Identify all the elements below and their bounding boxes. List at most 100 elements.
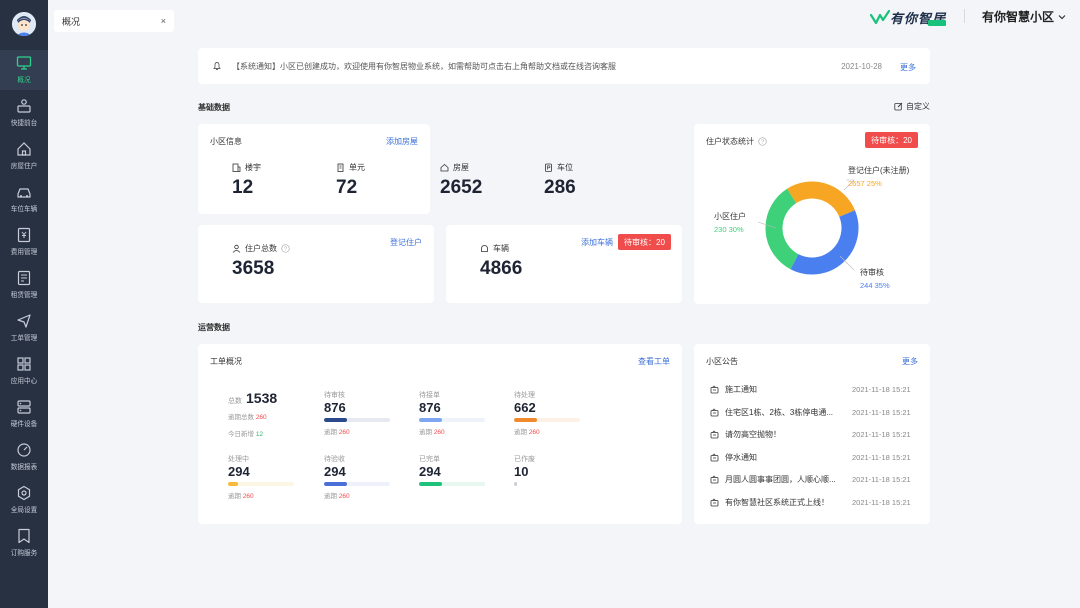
avatar[interactable]	[12, 12, 36, 36]
overdue-value: 260	[433, 429, 445, 436]
pending-review-badge[interactable]: 待审核：20	[865, 132, 918, 148]
donut-slice[interactable]	[790, 210, 859, 275]
sidebar: 概况 快捷前台 房屋住户 车位车辆 费用管理 租赁管理 工单管理 应用中心 硬件…	[0, 0, 48, 608]
customize-button[interactable]: 自定义	[894, 101, 930, 112]
announcement-icon	[710, 430, 719, 439]
stat-label: 车辆	[493, 244, 509, 253]
legend-value-residents: 230 30%	[714, 225, 744, 234]
sidebar-item-parking[interactable]: 车位车辆	[0, 179, 48, 219]
user-icon	[232, 244, 241, 253]
announcements-card: 小区公告 更多 施工通知 2021-11-18 15:21 住宅区1栋、2栋、3栋停…	[694, 344, 930, 524]
announcements-more-link[interactable]: 更多	[902, 357, 918, 366]
sidebar-item-label: 应用中心	[10, 378, 38, 385]
stat-label: 楼宇	[245, 163, 261, 172]
sidebar-item-apps[interactable]: 应用中心	[0, 351, 48, 391]
status-progress-fill	[419, 418, 443, 422]
announcement-time: 2021-11-18 15:21	[852, 385, 911, 394]
announcement-time: 2021-11-18 15:21	[852, 475, 911, 485]
announcement-item[interactable]: 请勿高空抛物！ 2021-11-18 15:21	[710, 429, 920, 440]
announcement-item[interactable]: 有你智慧社区系统正式上线！ 2021-11-18 15:21	[710, 497, 920, 508]
announcement-item[interactable]: 住宅区1栋、2栋、3栋停电通... 2021-11-18 15:21	[710, 407, 920, 418]
sidebar-item-workorders[interactable]: 工单管理	[0, 308, 48, 348]
status-progress-bar	[514, 418, 580, 422]
resident-status-donut	[757, 179, 859, 275]
overdue-value: 260	[255, 414, 267, 421]
add-house-link[interactable]: 添加房屋	[386, 137, 418, 146]
overdue-label: 逾期	[514, 429, 527, 436]
announcement-item[interactable]: 施工通知 2021-11-18 15:21	[710, 384, 920, 395]
announcement-item[interactable]: 月圆人圆事事团圆，人顺心顺... 2021-11-18 15:21	[710, 474, 920, 485]
close-icon[interactable]: ×	[160, 16, 166, 26]
work-orders-card: 工单概况 查看工单 总数 1538 逾期总数 260 今日新增 12 待审核 87…	[198, 344, 682, 524]
status-value: 294	[324, 464, 346, 479]
sidebar-item-houses[interactable]: 房屋住户	[0, 136, 48, 176]
sidebar-item-fees[interactable]: 费用管理	[0, 222, 48, 262]
view-work-orders-link[interactable]: 查看工单	[638, 357, 670, 366]
apps-icon	[17, 357, 31, 371]
sidebar-item-label: 订购服务	[10, 550, 38, 557]
parking-icon	[545, 163, 552, 172]
announcement-icon	[710, 498, 719, 507]
overdue-label: 逾期	[324, 429, 337, 436]
status-progress-bar	[419, 482, 485, 486]
legend-label-pending: 待审核	[860, 268, 884, 277]
status-overdue: 逾期 260	[228, 490, 294, 500]
work-order-status[interactable]: 待审核 876 逾期 260	[324, 390, 390, 436]
sidebar-item-subscription[interactable]: 订购服务	[0, 523, 48, 563]
sidebar-item-hardware[interactable]: 硬件设备	[0, 394, 48, 434]
status-progress-fill	[514, 418, 538, 422]
work-order-status[interactable]: 待处理 662 逾期 260	[514, 390, 580, 436]
status-overdue: 逾期 260	[514, 426, 580, 436]
svg-text:?: ?	[284, 247, 287, 253]
work-order-status[interactable]: 待接单 876 逾期 260	[419, 390, 485, 436]
sidebar-item-overview[interactable]: 概况	[0, 50, 48, 90]
stat-vehicles: 车辆 4866	[480, 243, 522, 280]
work-order-status[interactable]: 待验收 294 逾期 260	[324, 454, 390, 500]
announcement-time: 2021-11-18 15:21	[852, 452, 911, 462]
announcement-title: 停水通知	[725, 452, 757, 462]
stat-label: 单元	[349, 163, 365, 172]
card-title: 小区信息	[210, 137, 242, 146]
announcement-icon	[710, 453, 719, 462]
work-order-status[interactable]: 已作废 10	[514, 454, 580, 486]
pending-review-badge[interactable]: 待审核：20	[618, 234, 671, 250]
sidebar-item-reception[interactable]: 快捷前台	[0, 93, 48, 133]
stat-value: 3658	[232, 258, 275, 279]
announcement-title: 住宅区1栋、2栋、3栋停电通...	[725, 407, 834, 417]
sidebar-item-settings[interactable]: 全局设置	[0, 480, 48, 520]
work-order-status[interactable]: 处理中 294 逾期 260	[228, 454, 294, 500]
top-bar: 概况 × 有你智居 有你智慧小区	[48, 0, 1080, 42]
help-icon[interactable]: ?	[758, 137, 767, 146]
status-overdue: 逾期 260	[324, 426, 390, 436]
sidebar-item-reports[interactable]: 数据报表	[0, 437, 48, 477]
sidebar-item-label: 快捷前台	[10, 120, 38, 127]
tab-overview[interactable]: 概况 ×	[54, 10, 174, 32]
overdue-value: 260	[242, 493, 254, 500]
logo-badge	[928, 20, 946, 26]
register-resident-link[interactable]: 登记住户	[390, 238, 422, 247]
bell-icon	[213, 62, 221, 70]
leader-line	[843, 179, 855, 191]
stat-units: 单元 72	[336, 162, 365, 199]
stat-label: 房屋	[453, 163, 469, 172]
donut-slice[interactable]	[765, 188, 799, 270]
stat-label: 住户总数	[245, 244, 277, 253]
donut-slice[interactable]	[787, 181, 855, 218]
help-icon[interactable]: ?	[281, 244, 290, 253]
sidebar-item-lease[interactable]: 租赁管理	[0, 265, 48, 305]
status-progress-bar	[514, 482, 580, 486]
notice-date: 2021-10-28	[841, 62, 882, 71]
add-vehicle-link[interactable]: 添加车辆	[581, 238, 613, 247]
notice-more-link[interactable]: 更多	[900, 63, 916, 72]
leader-line	[757, 221, 777, 229]
status-value: 876	[419, 400, 441, 415]
stat-residents: 住户总数 ? 3658	[232, 243, 290, 280]
status-value: 294	[419, 464, 441, 479]
today-label: 今日新增	[228, 431, 254, 438]
residents-card: 住户总数 ? 3658 登记住户	[198, 225, 434, 303]
announcement-item[interactable]: 停水通知 2021-11-18 15:21	[710, 452, 920, 463]
chevron-down-icon	[1058, 14, 1066, 19]
work-order-status[interactable]: 已完单 294	[419, 454, 485, 486]
logo-mark-icon	[870, 9, 890, 25]
community-switcher[interactable]: 有你智慧小区	[982, 8, 1066, 25]
